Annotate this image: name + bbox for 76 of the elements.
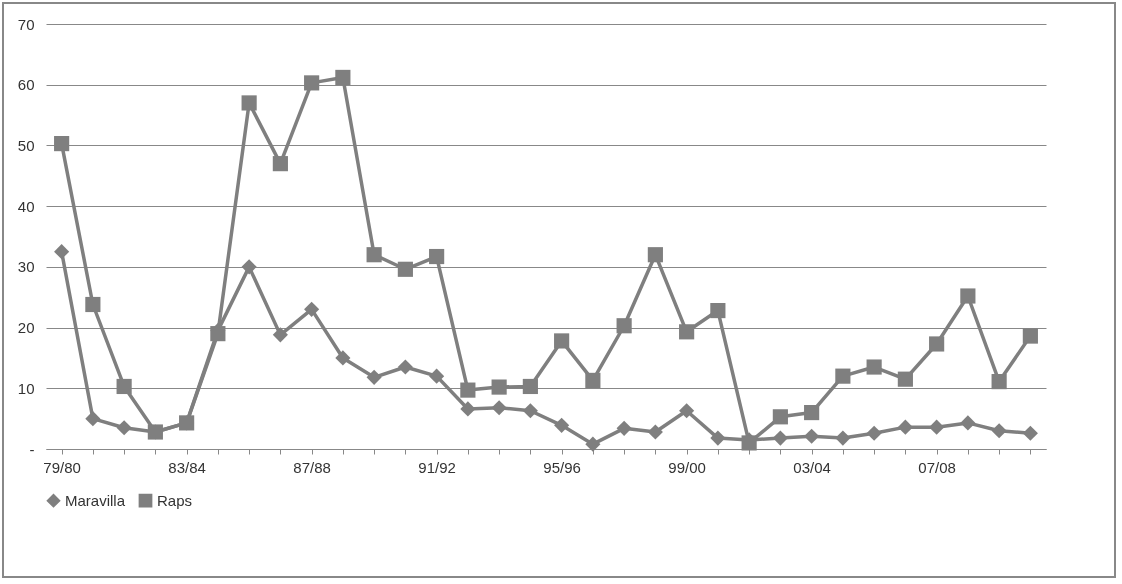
point: [679, 324, 695, 340]
point: [585, 436, 601, 452]
point: [241, 95, 257, 111]
x-tick-label: 87/88: [293, 458, 331, 476]
point: [429, 248, 445, 265]
x-tick-label: 95/96: [543, 458, 581, 476]
point: [522, 403, 538, 419]
point: [804, 428, 820, 444]
y-tick-label: 70: [17, 15, 35, 33]
point: [835, 368, 851, 384]
point: [397, 261, 413, 277]
point: [54, 244, 70, 260]
point: [116, 378, 132, 395]
point: [897, 371, 913, 387]
point: [929, 419, 945, 435]
point: [460, 382, 476, 398]
point: [335, 69, 351, 86]
point: [866, 359, 882, 375]
point: [710, 430, 726, 446]
x-tick-label: 83/84: [168, 458, 206, 476]
point: [804, 404, 820, 421]
point: [522, 378, 538, 395]
point: [647, 247, 663, 263]
point: [366, 369, 382, 385]
point: [429, 368, 445, 384]
point: [54, 136, 70, 152]
point: [710, 302, 726, 319]
point: [772, 409, 788, 425]
point: [147, 424, 163, 440]
point: [960, 415, 976, 431]
point: [491, 400, 507, 416]
point: [772, 430, 788, 446]
y-tick-label: 20: [17, 319, 35, 337]
point: [304, 75, 320, 91]
point: [991, 374, 1007, 390]
point: [1022, 425, 1038, 441]
point: [85, 296, 101, 313]
point: [272, 156, 288, 172]
point: [679, 403, 695, 419]
point: [554, 333, 570, 349]
point: [616, 420, 632, 436]
point: [335, 350, 351, 366]
point: [304, 301, 320, 317]
x-tick-label: 91/92: [418, 458, 456, 476]
point: [835, 430, 851, 446]
point: [179, 415, 195, 431]
y-tick-label: 60: [17, 76, 35, 94]
x-tick-label: 03/04: [793, 458, 831, 476]
point: [241, 259, 257, 275]
point: [397, 359, 413, 375]
y-tick-label: 50: [17, 136, 35, 154]
point: [491, 379, 507, 395]
y-tick-label: 30: [17, 258, 35, 276]
legend-label: Maravilla: [65, 491, 126, 509]
x-tick-label: 07/08: [918, 458, 956, 476]
x-tick-label: 79/80: [43, 458, 81, 476]
point: [616, 318, 632, 334]
point: [366, 247, 382, 263]
point: [116, 420, 132, 436]
point: [960, 288, 976, 304]
y-tick-label: -: [29, 440, 35, 458]
point: [897, 419, 913, 435]
point: [272, 327, 288, 343]
legend-label: Raps: [157, 491, 193, 509]
point: [554, 417, 570, 433]
point: [1022, 328, 1038, 344]
point: [866, 425, 882, 441]
point: [460, 401, 476, 417]
point: [647, 424, 663, 440]
x-tick-label: 99/00: [668, 458, 706, 476]
y-tick-label: 40: [17, 197, 35, 215]
point: [85, 411, 101, 427]
point: [991, 423, 1007, 439]
point: [929, 336, 945, 352]
y-tick-label: 10: [17, 379, 35, 397]
point: [585, 372, 601, 388]
